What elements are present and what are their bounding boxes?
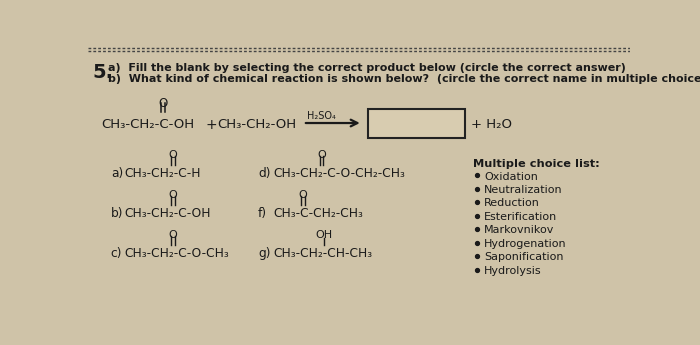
Text: CH₃-CH₂-C-OH: CH₃-CH₂-C-OH xyxy=(125,207,211,220)
Text: g): g) xyxy=(258,247,270,260)
Text: Esterification: Esterification xyxy=(484,212,557,222)
Text: O: O xyxy=(158,97,167,110)
Text: + H₂O: + H₂O xyxy=(471,118,512,131)
Text: Hydrolysis: Hydrolysis xyxy=(484,266,542,276)
Text: O: O xyxy=(169,230,177,240)
Text: Reduction: Reduction xyxy=(484,198,540,208)
Text: OH: OH xyxy=(315,230,332,240)
Text: O: O xyxy=(169,150,177,160)
Text: Hydrogenation: Hydrogenation xyxy=(484,239,567,249)
Text: O: O xyxy=(169,190,177,200)
FancyBboxPatch shape xyxy=(368,109,465,138)
Text: d): d) xyxy=(258,167,270,180)
Text: CH₃-CH₂-CH-CH₃: CH₃-CH₂-CH-CH₃ xyxy=(274,247,372,260)
Text: Neutralization: Neutralization xyxy=(484,185,563,195)
Text: CH₃-C-CH₂-CH₃: CH₃-C-CH₂-CH₃ xyxy=(274,207,363,220)
Text: CH₃-CH₂-C-H: CH₃-CH₂-C-H xyxy=(125,167,201,180)
Text: Oxidation: Oxidation xyxy=(484,171,538,181)
Text: Saponification: Saponification xyxy=(484,253,564,263)
Text: CH₃-CH₂-OH: CH₃-CH₂-OH xyxy=(217,118,296,131)
Text: +: + xyxy=(205,118,217,132)
Text: 5.: 5. xyxy=(92,63,113,82)
Text: CH₃-CH₂-C-O-CH₂-CH₃: CH₃-CH₂-C-O-CH₂-CH₃ xyxy=(274,167,405,180)
Text: f): f) xyxy=(258,207,267,220)
Text: Markovnikov: Markovnikov xyxy=(484,225,554,235)
Text: a)  Fill the blank by selecting the correct product below (circle the correct an: a) Fill the blank by selecting the corre… xyxy=(108,63,626,73)
Text: b)  What kind of chemical reaction is shown below?  (circle the correct name in : b) What kind of chemical reaction is sho… xyxy=(108,74,700,84)
Text: CH₃-CH₂-C-OH: CH₃-CH₂-C-OH xyxy=(102,118,195,131)
Text: O: O xyxy=(317,150,326,160)
Text: H₂SO₄: H₂SO₄ xyxy=(307,111,336,121)
Text: CH₃-CH₂-C-O-CH₃: CH₃-CH₂-C-O-CH₃ xyxy=(125,247,230,260)
Text: b): b) xyxy=(111,207,123,220)
Text: O: O xyxy=(299,190,307,200)
Text: c): c) xyxy=(111,247,122,260)
Text: a): a) xyxy=(111,167,123,180)
Text: Multiple choice list:: Multiple choice list: xyxy=(473,159,600,169)
